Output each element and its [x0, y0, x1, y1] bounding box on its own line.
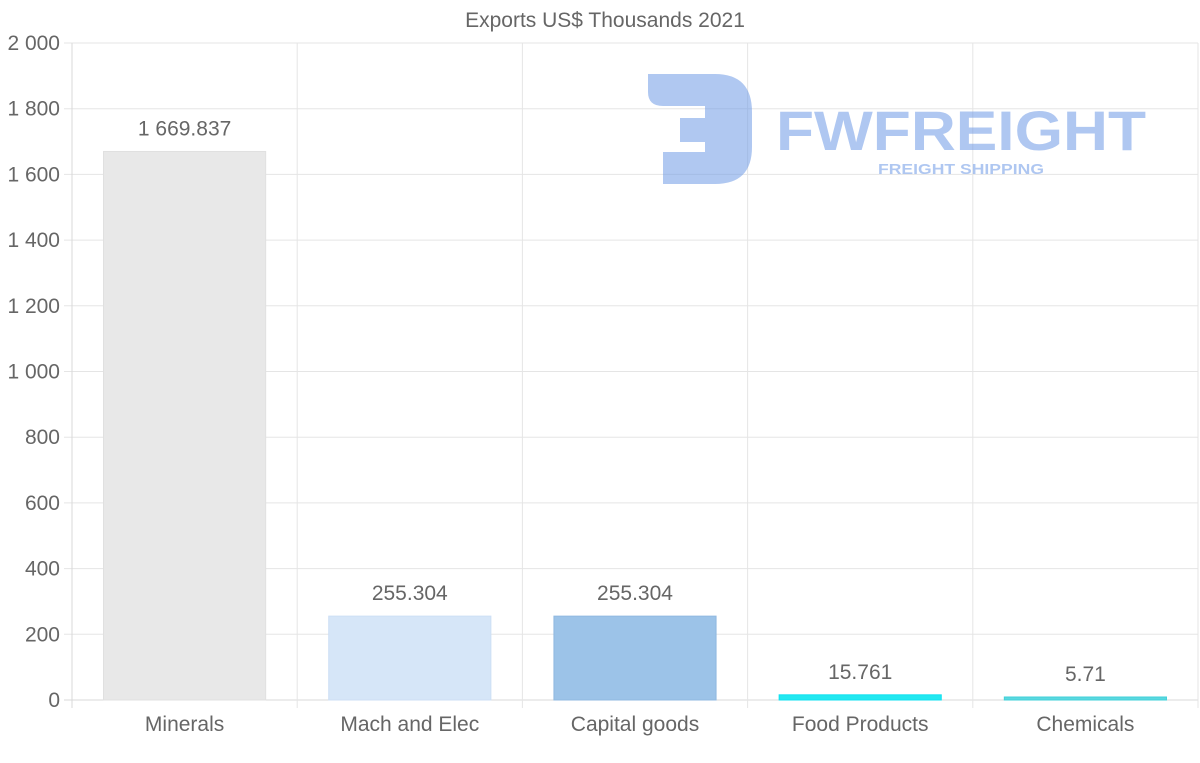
- bar-minerals[interactable]: [103, 150, 267, 701]
- y-tick-label: 1 000: [7, 361, 60, 384]
- bar-mach-and-elec[interactable]: [328, 615, 492, 701]
- y-tick-label: 400: [25, 558, 60, 581]
- watermark-brand: FWFREIGHT: [776, 99, 1146, 162]
- y-tick-label: 200: [25, 623, 60, 646]
- bar-food-products[interactable]: [778, 694, 942, 701]
- data-label: 255.304: [372, 582, 448, 605]
- bar-chemicals[interactable]: [1003, 696, 1167, 701]
- y-tick-label: 1 400: [7, 229, 60, 252]
- y-tick-label: 0: [48, 689, 60, 712]
- fwfreight-watermark: FWFREIGHT FREIGHT SHIPPING: [648, 74, 1146, 184]
- x-tick-label: Chemicals: [1036, 713, 1134, 736]
- y-tick-label: 1 800: [7, 98, 60, 121]
- y-tick-label: 2 000: [7, 32, 60, 55]
- data-label: 255.304: [597, 582, 673, 605]
- fwfreight-logo-icon: [648, 74, 752, 184]
- data-label: 5.71: [1065, 663, 1106, 686]
- label-layer: 0 200 400 600 800 1 000 1 200 1 400 1 600 1 800 2 …: [7, 32, 1134, 736]
- x-tick-label: Minerals: [145, 713, 224, 736]
- x-tick-label: Food Products: [792, 713, 929, 736]
- bar-capital-goods[interactable]: [553, 615, 717, 701]
- chart-title: Exports US$ Thousands 2021: [465, 9, 745, 32]
- bar-layer: [103, 150, 1167, 701]
- x-tick-label: Mach and Elec: [340, 713, 479, 736]
- data-label: 1 669.837: [138, 117, 231, 140]
- y-tick-label: 1 200: [7, 295, 60, 318]
- y-tick-label: 600: [25, 492, 60, 515]
- x-tick-label: Capital goods: [571, 713, 699, 736]
- data-label: 15.761: [828, 661, 892, 684]
- watermark-tagline: FREIGHT SHIPPING: [878, 161, 1044, 178]
- y-tick-label: 1 600: [7, 163, 60, 186]
- y-tick-label: 800: [25, 426, 60, 449]
